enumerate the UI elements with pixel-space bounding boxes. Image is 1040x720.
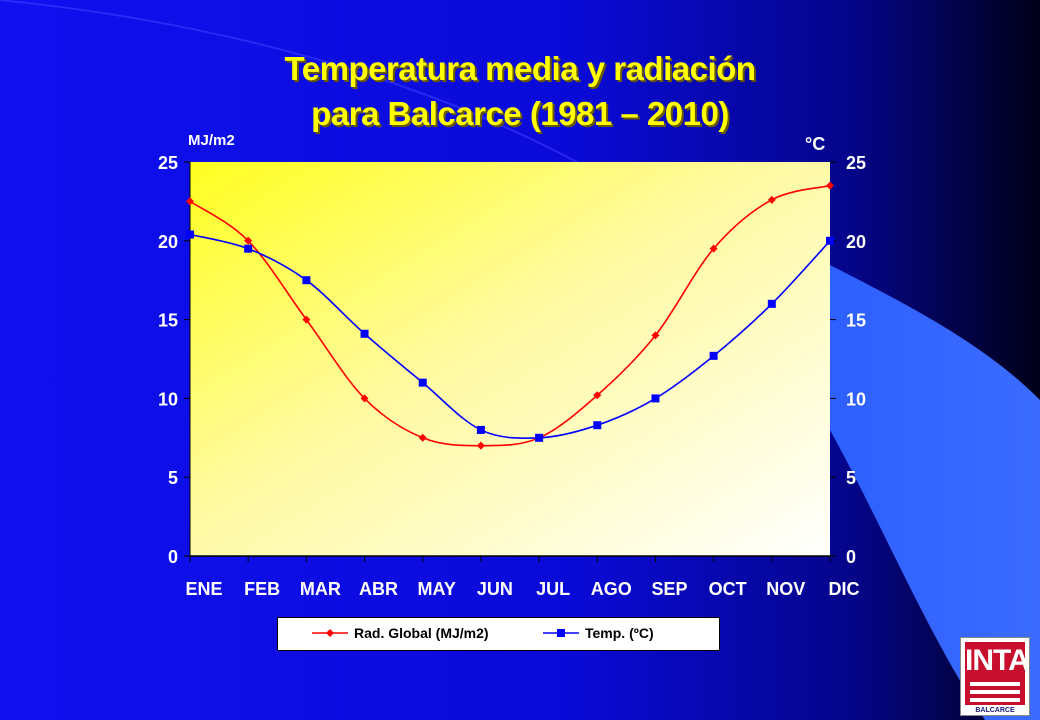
point-rad: [418, 433, 427, 442]
left-tick-label: 10: [158, 389, 178, 409]
point-rad: [826, 181, 834, 190]
left-tick-label: 20: [158, 232, 178, 252]
x-tick-label: OCT: [709, 579, 747, 599]
x-tick-label: ENE: [185, 579, 222, 599]
right-tick-label: 25: [846, 153, 866, 173]
point-temp: [476, 425, 485, 434]
point-temp: [593, 421, 602, 430]
point-temp: [186, 230, 194, 239]
x-tick-label: MAR: [300, 579, 341, 599]
point-rad: [186, 197, 194, 206]
chart-legend: Rad. Global (MJ/m2) Temp. (ºC): [277, 617, 720, 651]
right-tick-label: 0: [846, 547, 856, 567]
left-axis-label: MJ/m2: [188, 132, 235, 149]
right-tick-label: 10: [846, 389, 866, 409]
point-temp: [826, 236, 834, 245]
right-tick-label: 20: [846, 232, 866, 252]
inta-logo: INTA BALCARCE: [960, 637, 1030, 716]
point-rad: [302, 315, 311, 324]
x-tick-label: JUN: [477, 579, 513, 599]
point-temp: [535, 433, 544, 442]
point-rad: [651, 331, 660, 340]
left-tick-label: 5: [168, 468, 178, 488]
x-tick-label: MAY: [418, 579, 456, 599]
logo-subtext: BALCARCE: [975, 707, 1015, 714]
legend-rad-label: Rad. Global (MJ/m2): [354, 625, 489, 641]
legend-temp-marker-icon: [543, 629, 579, 637]
legend-item-temp: Temp. (ºC): [543, 625, 654, 641]
point-rad: [476, 441, 485, 450]
x-tick-label: DIC: [829, 579, 860, 599]
point-temp: [244, 244, 253, 253]
plot-area: [190, 162, 830, 556]
blue-swoosh-shape: [778, 240, 1040, 720]
point-rad: [709, 244, 718, 253]
point-rad: [360, 394, 369, 403]
chart-title-line-2: para Balcarce (1981 – 2010): [311, 95, 729, 132]
x-tick-label: FEB: [244, 579, 280, 599]
left-tick-label: 25: [158, 153, 178, 173]
legend-item-rad: Rad. Global (MJ/m2): [312, 625, 489, 641]
right-axis-label: °C: [805, 134, 825, 154]
right-tick-label: 5: [846, 468, 856, 488]
chart-title-line-1: Temperatura media y radiación: [284, 50, 756, 87]
x-tick-label: SEP: [651, 579, 687, 599]
point-temp: [767, 299, 776, 308]
point-temp: [302, 276, 311, 285]
x-tick-label: NOV: [766, 579, 805, 599]
logo-text: INTA: [965, 644, 1030, 677]
point-temp: [651, 394, 660, 403]
x-tick-label: AGO: [591, 579, 632, 599]
point-temp: [418, 378, 427, 387]
point-rad: [244, 236, 253, 245]
left-tick-label: 0: [168, 547, 178, 567]
point-temp: [360, 329, 369, 338]
x-tick-label: JUL: [536, 579, 570, 599]
legend-temp-label: Temp. (ºC): [585, 625, 654, 641]
left-tick-label: 15: [158, 311, 178, 331]
x-tick-label: ABR: [359, 579, 398, 599]
point-rad: [767, 195, 776, 204]
legend-rad-marker-icon: [312, 629, 348, 637]
point-temp: [709, 351, 718, 360]
right-tick-label: 15: [846, 311, 866, 331]
point-rad: [593, 391, 602, 400]
